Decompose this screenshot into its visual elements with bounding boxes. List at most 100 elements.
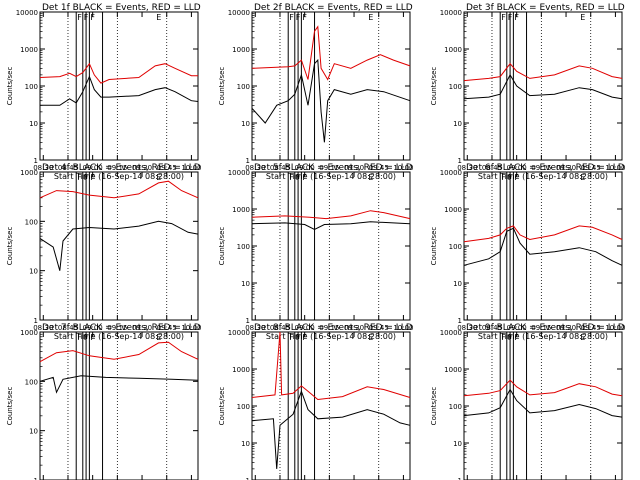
flag-label: F [289, 13, 294, 22]
flag-label: F [514, 173, 519, 182]
x-tick-label: 09:30 [344, 324, 364, 332]
panel-title: Det 8f BLACK = Events, RED = LLD [254, 323, 413, 333]
flag-label: F [90, 333, 95, 342]
x-tick-label: 09:15 [319, 164, 339, 172]
flag-label: F [508, 13, 513, 22]
panel-title: Det 2f BLACK = Events, RED = LLD [254, 3, 413, 13]
series-line-lld [463, 225, 623, 243]
y-tick-label: 1000 [20, 169, 38, 177]
series-line-lld [251, 331, 411, 401]
flag-label: F [514, 13, 519, 22]
panel-title: Det 6f BLACK = Events, RED = LLD [466, 163, 625, 173]
flag-label: E [580, 13, 585, 22]
y-tick-label: 100 [237, 403, 250, 411]
y-tick-label: 10000 [228, 9, 250, 17]
flag-label: E [580, 173, 585, 182]
detector-panel: Det 4f BLACK = Events, RED = LLD Counts/s… [6, 163, 202, 341]
series-line-lld [39, 341, 199, 363]
x-tick-label: 09:15 [319, 324, 339, 332]
y-axis-label: Counts/sec [218, 227, 226, 266]
plot-frame [39, 11, 199, 161]
flag-label: F [514, 333, 519, 342]
x-tick-label: 08:30 [33, 164, 53, 172]
x-tick-label: 08:45 [58, 164, 78, 172]
x-tick-label: 09:15 [531, 164, 551, 172]
detector-panel: Det 5f BLACK = Events, RED = LLD Counts/s… [218, 163, 414, 341]
x-tick-label: 10:00 [605, 324, 625, 332]
y-axis-label: Counts/sec [430, 67, 438, 106]
panel-title: Det 5f BLACK = Events, RED = LLD [254, 163, 413, 173]
y-tick-label: 100 [449, 403, 462, 411]
y-tick-label: 1 [246, 157, 250, 165]
detector-panel: Det 7f BLACK = Events, RED = LLD Counts/s… [6, 323, 201, 480]
flag-label: F [296, 13, 301, 22]
series-line-events [40, 75, 199, 106]
y-tick-label: 100 [237, 243, 250, 251]
y-tick-label: 10000 [228, 169, 250, 177]
y-axis-label: Counts/sec [6, 227, 14, 266]
x-axis-label: Start Time (16-Sep-14 08:28:00) [266, 332, 396, 341]
y-tick-label: 10000 [228, 329, 250, 337]
x-tick-label: 08:30 [245, 164, 265, 172]
panel-title: Det 1f BLACK = Events, RED = LLD [42, 3, 201, 13]
x-axis-label: Start Time (16-Sep-14 08:28:00) [266, 172, 396, 181]
series-line-events [463, 227, 623, 266]
flag-label: E [156, 13, 161, 22]
y-tick-label: 10000 [440, 329, 462, 337]
y-tick-label: 1 [34, 317, 38, 325]
y-tick-label: 100 [449, 83, 462, 91]
y-tick-label: 1000 [20, 329, 38, 337]
detector-panel: Det 9f BLACK = Events, RED = LLD Counts/s… [430, 323, 625, 480]
series-line-events [251, 221, 411, 231]
x-tick-label: 08:45 [482, 164, 502, 172]
flag-label: F [289, 333, 294, 342]
x-tick-label: 08:45 [270, 164, 290, 172]
series-line-lld [251, 25, 411, 81]
flag-label: E [368, 333, 373, 342]
y-tick-label: 100 [449, 243, 462, 251]
flag-label: F [84, 13, 89, 22]
flag-label: E [368, 13, 373, 22]
y-tick-label: 1000 [20, 46, 38, 54]
x-tick-label: 10:00 [181, 324, 201, 332]
x-tick-label: 09:30 [132, 164, 152, 172]
x-tick-label: 09:15 [531, 324, 551, 332]
flag-label: F [501, 333, 506, 342]
y-tick-label: 10 [29, 268, 38, 276]
plot-frame [463, 171, 623, 321]
x-tick-label: 09:30 [344, 164, 364, 172]
x-axis-label: Start Time (16-Sep-14 08:28:00) [54, 332, 184, 341]
y-tick-label: 10 [241, 280, 250, 288]
y-tick-label: 10 [453, 120, 462, 128]
panel-title: Det 9f BLACK = Events, RED = LLD [466, 323, 625, 333]
x-tick-label: 09:15 [107, 324, 127, 332]
series-line-events [463, 388, 623, 418]
plot-frame [463, 331, 623, 480]
x-tick-label: 09:45 [157, 324, 177, 332]
x-tick-label: 08:30 [457, 164, 477, 172]
flag-label: F [77, 13, 82, 22]
x-tick-label: 09:45 [369, 164, 389, 172]
flag-label: E [156, 333, 161, 342]
x-tick-label: 08:45 [482, 324, 502, 332]
x-tick-label: 09:45 [581, 164, 601, 172]
y-tick-label: 10000 [440, 9, 462, 17]
y-tick-label: 1000 [232, 366, 250, 374]
x-tick-label: 10:00 [393, 324, 413, 332]
series-line-events [251, 389, 411, 469]
y-tick-label: 1000 [444, 206, 462, 214]
y-tick-label: 1 [34, 157, 38, 165]
y-tick-label: 10000 [16, 9, 38, 17]
y-tick-label: 100 [237, 83, 250, 91]
series-line-lld [463, 62, 623, 82]
x-axis-label: Start Time (16-Sep-14 08:28:00) [478, 172, 608, 181]
flag-label: F [296, 333, 301, 342]
x-tick-label: 09:45 [157, 164, 177, 172]
y-tick-label: 1000 [444, 46, 462, 54]
flag-label: F [77, 333, 82, 342]
x-tick-label: 09:30 [132, 324, 152, 332]
series-line-events [463, 73, 623, 100]
flag-label: F [501, 173, 506, 182]
y-tick-label: 1000 [232, 206, 250, 214]
y-tick-label: 1 [246, 317, 250, 325]
